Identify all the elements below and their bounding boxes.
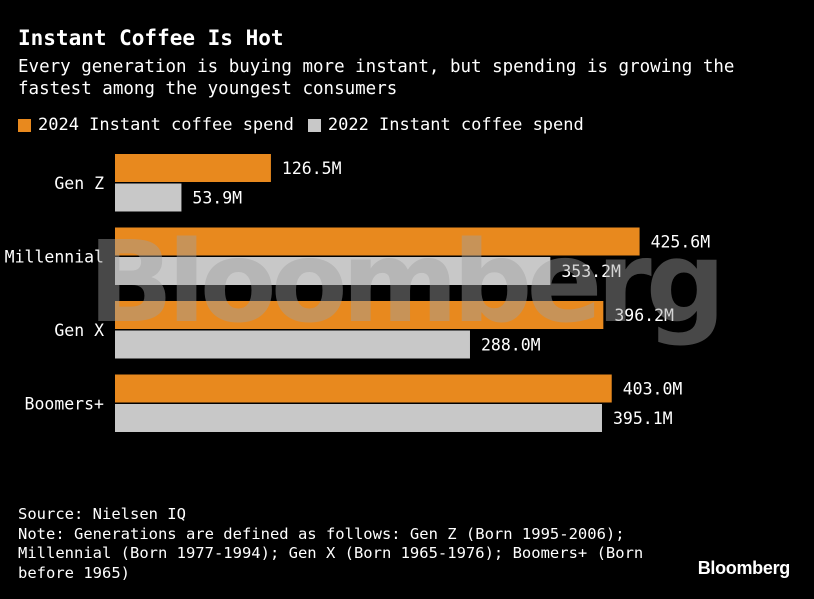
bar-2022 <box>115 257 551 285</box>
source-note: Source: Nielsen IQ <box>18 505 186 523</box>
bloomberg-logo: Bloomberg <box>697 558 791 578</box>
data-label: 425.6M <box>651 233 711 252</box>
chart-subtitle: Every generation is buying more instant,… <box>18 57 735 99</box>
bar-2022 <box>115 404 602 432</box>
definitions-note: Note: Generations are defined as follows… <box>18 524 644 582</box>
bar-2022 <box>115 330 470 359</box>
category-label: Boomers+ <box>25 395 105 414</box>
bar-2024 <box>115 301 604 329</box>
bar-2024 <box>115 374 612 403</box>
chart-footer: Source: Nielsen IQ Note: Generations are… <box>18 505 658 583</box>
legend-item-2024: 2024 Instant coffee spend <box>18 115 294 135</box>
data-label: 396.2M <box>614 306 674 325</box>
category-label: Gen X <box>54 321 104 340</box>
legend-label-2024: 2024 Instant coffee spend <box>38 115 294 135</box>
data-label: 126.5M <box>282 159 342 178</box>
data-label: 403.0M <box>623 380 683 399</box>
legend-swatch-2022 <box>307 118 321 132</box>
bar-2024 <box>115 227 640 256</box>
bar-2024 <box>115 154 271 182</box>
data-label: 53.9M <box>192 189 242 208</box>
category-label: Gen Z <box>54 174 104 193</box>
data-label: 353.2M <box>561 262 621 281</box>
data-label: 395.1M <box>613 409 673 428</box>
legend-swatch-2024 <box>18 118 31 132</box>
category-label: Millennial <box>5 248 104 267</box>
data-label: 288.0M <box>481 336 541 355</box>
legend-item-2022: 2022 Instant coffee spend <box>307 115 584 135</box>
chart-title: Instant Coffee Is Hot <box>18 26 284 50</box>
legend-label-2022: 2022 Instant coffee spend <box>327 115 584 135</box>
bar-2022 <box>115 183 182 212</box>
legend: 2024 Instant coffee spend 2022 Instant c… <box>18 115 598 135</box>
